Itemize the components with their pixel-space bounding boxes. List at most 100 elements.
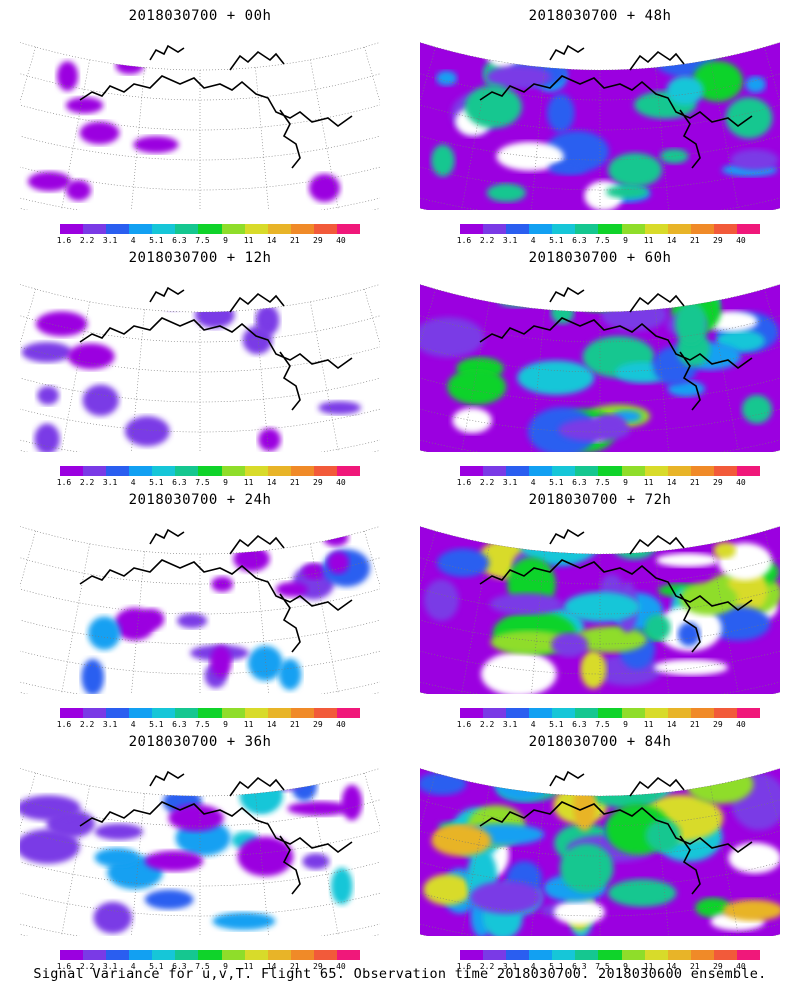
field-blob xyxy=(88,616,121,650)
field-blob xyxy=(322,528,349,547)
field-blob xyxy=(464,85,522,129)
colorbar-tick-label: 21 xyxy=(689,962,700,971)
panel-title: 2018030700 + 36h xyxy=(128,734,272,750)
colorbar-swatch xyxy=(529,466,553,476)
field-blob xyxy=(692,60,743,102)
field-blob xyxy=(436,548,490,578)
field-blob xyxy=(423,874,472,906)
field-blob xyxy=(679,582,738,615)
colorbar-tick-label: 9 xyxy=(223,962,228,971)
colorbar-tick-label: 4 xyxy=(130,962,136,971)
field-blob xyxy=(576,285,618,312)
field-blob xyxy=(20,829,80,864)
colorbar-swatch xyxy=(313,950,337,960)
variance-field xyxy=(420,30,780,210)
field-blob xyxy=(722,899,780,922)
colorbar-swatch xyxy=(736,224,761,234)
colorbar-tick-label: 7.5 xyxy=(595,236,610,245)
colorbar-swatch xyxy=(267,708,291,718)
colorbar-swatch xyxy=(336,466,361,476)
colorbar-tick-label: 6.3 xyxy=(572,236,587,245)
panel-title: 2018030700 + 12h xyxy=(128,250,272,266)
field-blob xyxy=(644,614,671,641)
colorbar-tick-label: 5.1 xyxy=(549,720,564,729)
map-svg xyxy=(420,30,780,210)
colorbar-swatch xyxy=(60,466,84,476)
map-panel: 2018030700 + 12h 1.6 2.2 3.1 4 5.1 6.3 7.5 9 11 14… xyxy=(0,242,400,487)
colorbar-tick-label: 21 xyxy=(289,236,300,245)
colorbar-swatch xyxy=(198,950,222,960)
colorbar-swatch xyxy=(60,950,84,960)
colorbar-swatch xyxy=(575,224,599,234)
colorbar-labels: 1.6 2.2 3.1 4 5.1 6.3 7.5 9 11 14 21 29 40 xyxy=(57,236,368,246)
colorbar-swatch xyxy=(83,466,107,476)
field-blob xyxy=(695,897,732,918)
colorbar-swatch xyxy=(483,708,507,718)
colorbar-tick-label: 9 xyxy=(623,478,628,487)
colorbar-tick-label: 21 xyxy=(289,720,300,729)
colorbar-swatch xyxy=(598,224,622,234)
colorbar-swatch xyxy=(106,224,130,234)
colorbar-swatch xyxy=(106,466,130,476)
field-blob xyxy=(330,867,353,905)
colorbar-tick-label: 1.6 xyxy=(456,478,472,487)
colorbar-swatch xyxy=(529,224,553,234)
colorbar-swatch xyxy=(267,950,291,960)
coastline xyxy=(479,286,753,411)
colorbar-swatch xyxy=(667,466,691,476)
colorbar-swatch xyxy=(506,950,530,960)
field-blob xyxy=(258,428,281,452)
variance-field xyxy=(420,756,780,936)
colorbar-tick-label: 4 xyxy=(130,236,136,245)
colorbar-tick-label: 1.6 xyxy=(456,720,472,729)
colorbar-tick-label: 4 xyxy=(130,478,136,487)
colorbar-tick-label: 29 xyxy=(713,236,723,245)
colorbar-tick-label: 4 xyxy=(530,236,536,245)
colorbar-labels: 1.6 2.2 3.1 4 5.1 6.3 7.5 9 11 14 21 29 40 xyxy=(457,236,768,246)
field-blob xyxy=(431,825,492,857)
field-blob xyxy=(573,626,647,653)
colorbar-tick-label: 11 xyxy=(243,962,254,971)
coastline xyxy=(479,44,753,169)
colorbar-swatch xyxy=(529,708,553,718)
graticule xyxy=(20,526,380,694)
colorbar-tick-label: 2.2 xyxy=(79,962,95,971)
colorbar-labels: 1.6 2.2 3.1 4 5.1 6.3 7.5 9 11 14 21 29 40 xyxy=(456,720,768,730)
graticule xyxy=(20,42,380,210)
graticule xyxy=(420,526,780,694)
colorbar-tick-label: 14 xyxy=(666,720,677,729)
colorbar-swatch xyxy=(244,708,268,718)
colorbar-labels: 1.6 2.2 3.1 4 5.1 6.3 7.5 9 11 14 21 29 40 xyxy=(456,478,768,488)
colorbar-tick-label: 9 xyxy=(223,236,228,245)
field-blob xyxy=(302,853,330,870)
colorbar-swatch xyxy=(175,708,199,718)
field-blob xyxy=(81,658,105,694)
colorbar-swatch xyxy=(267,466,291,476)
colorbar xyxy=(60,224,361,234)
colorbar-tick-label: 6.3 xyxy=(572,962,587,971)
map-svg xyxy=(20,42,380,210)
colorbar-swatch xyxy=(713,466,737,476)
field-blob xyxy=(20,795,81,821)
field-blob xyxy=(559,843,614,893)
variance-field xyxy=(420,272,780,452)
colorbar-swatch xyxy=(621,224,645,234)
field-blob xyxy=(553,899,605,925)
field-blob xyxy=(160,289,187,310)
field-blob xyxy=(139,608,165,630)
colorbar-tick-label: 6.3 xyxy=(572,478,587,487)
colorbar-swatch xyxy=(598,708,622,718)
colorbar-tick-label: 11 xyxy=(643,962,654,971)
colorbar-swatch xyxy=(506,224,530,234)
map-domain xyxy=(20,42,380,210)
colorbar-tick-label: 9 xyxy=(623,720,628,729)
panel-title: 2018030700 + 84h xyxy=(528,734,672,750)
colorbar-swatch xyxy=(221,708,245,718)
field-blob xyxy=(65,97,104,114)
field-blob xyxy=(56,61,79,92)
colorbar-tick-label: 2.2 xyxy=(79,720,95,729)
colorbar-swatch xyxy=(106,950,130,960)
colorbar-swatch xyxy=(690,466,714,476)
colorbar-tick-label: 1.6 xyxy=(56,962,72,971)
colorbar-swatch xyxy=(667,708,691,718)
